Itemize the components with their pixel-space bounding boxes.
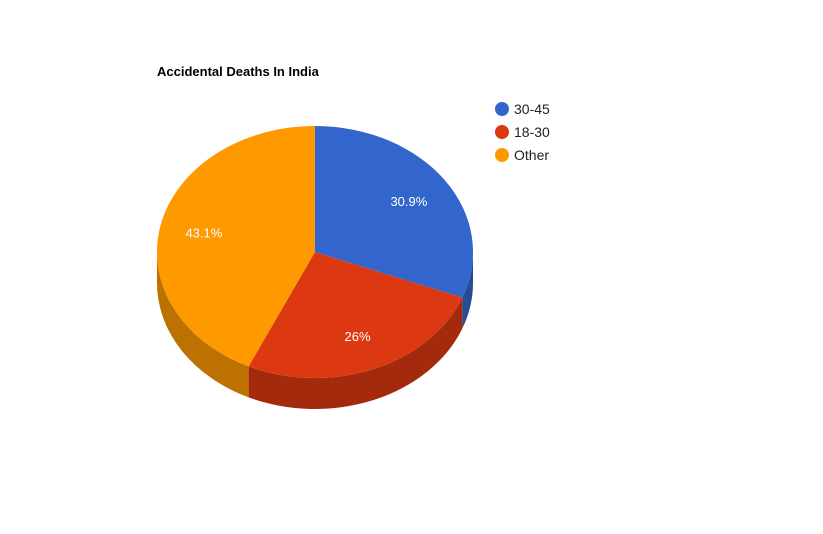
pie-side-other: [157, 252, 249, 398]
legend-label-18-30: 18-30: [514, 124, 550, 140]
pie-sides: [157, 252, 473, 410]
slice-label-30-45: 30.9%: [390, 194, 427, 209]
legend-marker-other: [495, 148, 509, 162]
legend-marker-18-30: [495, 125, 509, 139]
pie-side-18-30: [248, 297, 463, 410]
pie-top: [156, 126, 474, 379]
legend: 30-45 18-30 Other: [495, 101, 550, 163]
legend-marker-30-45: [495, 102, 509, 116]
pie-slice-18-30[interactable]: [248, 252, 463, 379]
pie-labels: 30.9% 26% 43.1%: [185, 194, 427, 344]
pie-slice-other[interactable]: [156, 126, 315, 367]
chart-title: Accidental Deaths In India: [157, 64, 320, 79]
legend-label-30-45: 30-45: [514, 101, 550, 117]
pie-slice-30-45[interactable]: [315, 126, 474, 298]
slice-label-other: 43.1%: [185, 225, 222, 240]
pie-side-30-45: [462, 252, 473, 329]
slice-label-18-30: 26%: [345, 329, 371, 344]
legend-label-other: Other: [514, 147, 549, 163]
